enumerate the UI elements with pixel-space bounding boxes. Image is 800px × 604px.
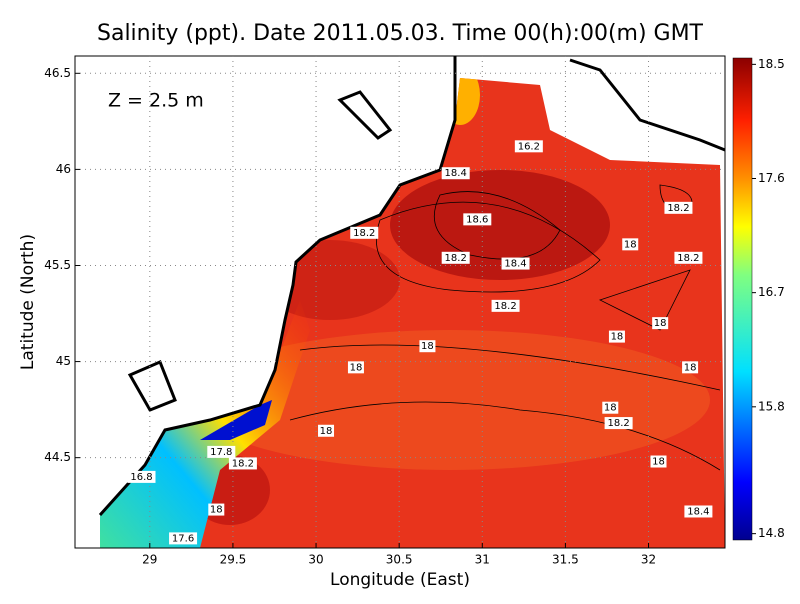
contour-label: 18.2 xyxy=(232,458,254,469)
contours xyxy=(289,184,721,471)
y-tick-label: 46 xyxy=(56,162,71,176)
plot-frame xyxy=(74,55,726,549)
contour-label: 18 xyxy=(350,362,363,373)
y-tick-label: 46.5 xyxy=(44,66,71,80)
contour-label-box xyxy=(441,251,470,264)
contour-label-box xyxy=(622,238,639,251)
x-tick-label: 30 xyxy=(308,553,323,567)
salinity-field xyxy=(100,78,725,548)
contour-label: 18.2 xyxy=(494,301,516,312)
contour-label-box xyxy=(208,503,225,516)
contour-label-box xyxy=(514,140,543,153)
depth-annotation: Z = 2.5 m xyxy=(108,90,204,112)
contour-label: 18 xyxy=(624,239,637,250)
contour-label-box xyxy=(501,257,530,270)
y-tick-label: 44.5 xyxy=(44,450,71,464)
contour-label-box xyxy=(604,417,633,430)
contour-label-box xyxy=(318,424,335,437)
title: Salinity (ppt). Date 2011.05.03. Time 00… xyxy=(97,21,704,46)
contour-label-box xyxy=(419,340,436,353)
contour-label-box xyxy=(127,470,156,483)
x-axis-label: Longitude (East) xyxy=(330,570,470,590)
contour-label: 17.8 xyxy=(210,447,232,458)
x-tick-label: 29 xyxy=(142,553,157,567)
contour-label: 18.2 xyxy=(353,228,375,239)
contour-label: 18 xyxy=(611,332,624,343)
contour-label-box xyxy=(674,251,703,264)
contour-label: 18.4 xyxy=(445,168,467,179)
contour-label: 18 xyxy=(684,362,697,373)
contour-label-box xyxy=(602,401,619,414)
contour-label-box xyxy=(682,361,699,374)
contour-label-box xyxy=(207,445,236,458)
contour-label-box xyxy=(463,213,492,226)
contour-label-box xyxy=(664,201,693,214)
contour-label: 18.4 xyxy=(687,506,709,517)
contour-label: 18.2 xyxy=(677,253,699,264)
contour-label: 18 xyxy=(210,505,223,516)
contour-label-box xyxy=(650,455,667,468)
contour-label-box xyxy=(491,299,520,312)
contour-label-box xyxy=(608,330,625,343)
colorbar-tick-label: 16.7 xyxy=(758,285,785,299)
x-tick-label: 32 xyxy=(641,553,656,567)
colorbar-tick-label: 18.5 xyxy=(758,57,785,71)
contour-label: 18.4 xyxy=(504,259,526,270)
contour-label: 18 xyxy=(421,341,434,352)
contour-label: 18.2 xyxy=(445,253,467,264)
contour-label-box xyxy=(228,457,257,470)
x-tick-label: 30.5 xyxy=(386,553,413,567)
contour-label-box xyxy=(347,361,364,374)
x-tick-label: 29.5 xyxy=(220,553,247,567)
y-tick-label: 45.5 xyxy=(44,258,71,272)
contour-label-box xyxy=(684,505,713,518)
y-axis-label: Latitude (North) xyxy=(18,234,38,370)
x-tick-label: 31.5 xyxy=(552,553,579,567)
colorbar-tick-label: 17.6 xyxy=(758,171,785,185)
contour-label: 16.2 xyxy=(518,141,540,152)
contour-label: 17.6 xyxy=(172,533,194,544)
x-tick-label: 31 xyxy=(475,553,490,567)
contour-label: 18.2 xyxy=(607,418,629,429)
contour-label: 18.2 xyxy=(667,203,689,214)
contour-label: 18 xyxy=(652,457,665,468)
contour-label: 18 xyxy=(320,426,333,437)
contour-label: 18 xyxy=(604,403,617,414)
colorbar xyxy=(732,57,753,541)
colorbar-tick-label: 15.8 xyxy=(758,399,785,413)
contour-label-box xyxy=(169,532,198,545)
contour-label: 18.6 xyxy=(466,214,488,225)
contour-label: 16.8 xyxy=(130,472,152,483)
y-tick-label: 45 xyxy=(56,354,71,368)
contour-label-box xyxy=(652,317,669,330)
contour-label-box xyxy=(441,167,470,180)
contour-label: 18 xyxy=(654,318,667,329)
contour-label-box xyxy=(350,226,379,239)
coastline xyxy=(98,56,726,517)
colorbar-tick-label: 14.8 xyxy=(758,526,785,540)
